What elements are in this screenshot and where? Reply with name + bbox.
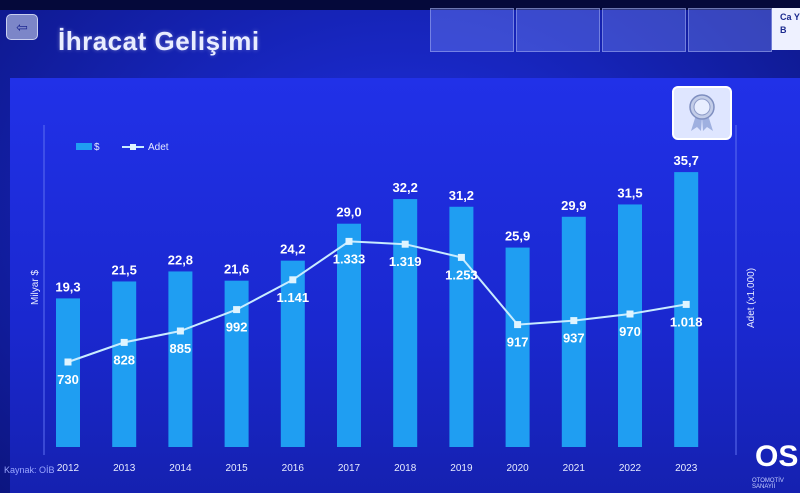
line-value-label: 1.018 [670,314,703,329]
bar-2021 [561,216,586,447]
source-note: Kaynak: OİB [4,465,55,475]
line-marker [64,358,72,366]
bar-value-label: 21,6 [224,262,249,277]
line-marker [570,317,578,325]
legend-line-label: Adet [148,142,169,153]
bar-2020 [505,247,530,447]
line-marker [682,300,690,308]
x-tick-label: 2013 [113,463,136,474]
line-marker [176,327,184,335]
x-tick-label: 2012 [57,463,80,474]
line-value-label: 1.319 [389,254,422,269]
legend-line-marker [130,144,136,150]
company-logo: OSI [755,440,800,473]
line-value-label: 1.333 [333,251,366,266]
line-marker [233,306,241,314]
line-value-label: 970 [619,324,641,339]
bar-2016 [280,260,305,447]
bar-2019 [449,206,474,447]
line-value-label: 730 [57,372,79,387]
line-value-label: 917 [507,335,529,350]
nav-tab-4[interactable] [688,8,772,52]
x-tick-label: 2015 [225,463,248,474]
award-badge [672,86,732,140]
nav-tab-3[interactable] [602,8,686,52]
bar-value-label: 35,7 [674,153,699,168]
company-logo-subtext: OTOMOTİV SANAYİİ [752,478,784,490]
line-path [67,240,687,363]
bar-value-label: 24,2 [280,242,305,257]
x-tick-label: 2016 [282,463,305,474]
bar-value-label: 22,8 [168,252,193,267]
x-tick-label: 2023 [675,463,698,474]
back-arrow-icon: ⇦ [16,18,28,35]
y-axis-left-title: Milyar $ [30,270,41,305]
screen-bezel [0,0,800,10]
bar-value-label: 21,5 [112,262,137,277]
bar-2017 [337,223,361,447]
line-value-label: 1.141 [277,290,310,305]
line-value-label: 1.253 [445,267,478,282]
line-marker [289,276,297,284]
line-marker [457,253,465,261]
line-value-label: 992 [226,320,248,335]
back-button[interactable]: ⇦ [6,14,38,40]
line-series: 730 828 885 992 1.141 1.333 1.319 1.253 917 937 97… [57,237,703,387]
line-marker [626,310,634,318]
x-tick-label: 2018 [394,463,417,474]
bar-2013 [112,281,137,447]
x-axis-ticks: 2012 2013 2014 2015 2016 2017 2018 2019 2020 2021… [57,463,698,474]
nav-tab-partial[interactable]: Ca Y B [772,8,800,50]
nav-tabs [430,8,772,52]
bar-value-label: 32,2 [393,180,418,195]
line-value-label: 937 [563,331,585,346]
page-title: İhracat Gelişimi [58,26,260,56]
nav-tab-1[interactable] [430,8,514,52]
legend-bar-label: $ [94,142,100,153]
x-tick-label: 2017 [338,463,361,474]
line-marker [120,338,128,346]
x-tick-label: 2019 [450,463,473,474]
bar-value-label: 29,9 [561,198,586,213]
nav-tab-2[interactable] [516,8,600,52]
bar-value-label: 19,3 [55,279,80,294]
x-tick-label: 2014 [169,463,192,474]
bar-2018 [393,199,418,447]
x-tick-label: 2021 [563,463,586,474]
line-marker [514,321,522,329]
y-axis-right-title: Adet (x1.000) [746,268,757,328]
legend: $ Adet [76,142,169,153]
bar-2012 [56,298,80,447]
bar-value-label: 31,2 [449,188,474,203]
award-ribbon-icon [689,94,715,131]
x-tick-label: 2020 [506,463,529,474]
bar-2014 [168,271,193,447]
x-tick-label: 2022 [619,463,642,474]
line-value-label: 828 [113,352,135,367]
bar-series: 19,3 21,5 22,8 21,6 24,2 29,0 32,2 31,2 25,9 29,9… [55,153,699,448]
bar-value-label: 25,9 [505,229,530,244]
legend-bar-swatch [76,143,92,150]
bar-2023 [674,172,699,448]
line-value-label: 885 [170,341,192,356]
bar-2022 [618,204,642,447]
line-marker [345,237,353,245]
bar-value-label: 29,0 [336,205,361,220]
line-marker [401,240,409,248]
bar-value-label: 31,5 [617,185,642,200]
